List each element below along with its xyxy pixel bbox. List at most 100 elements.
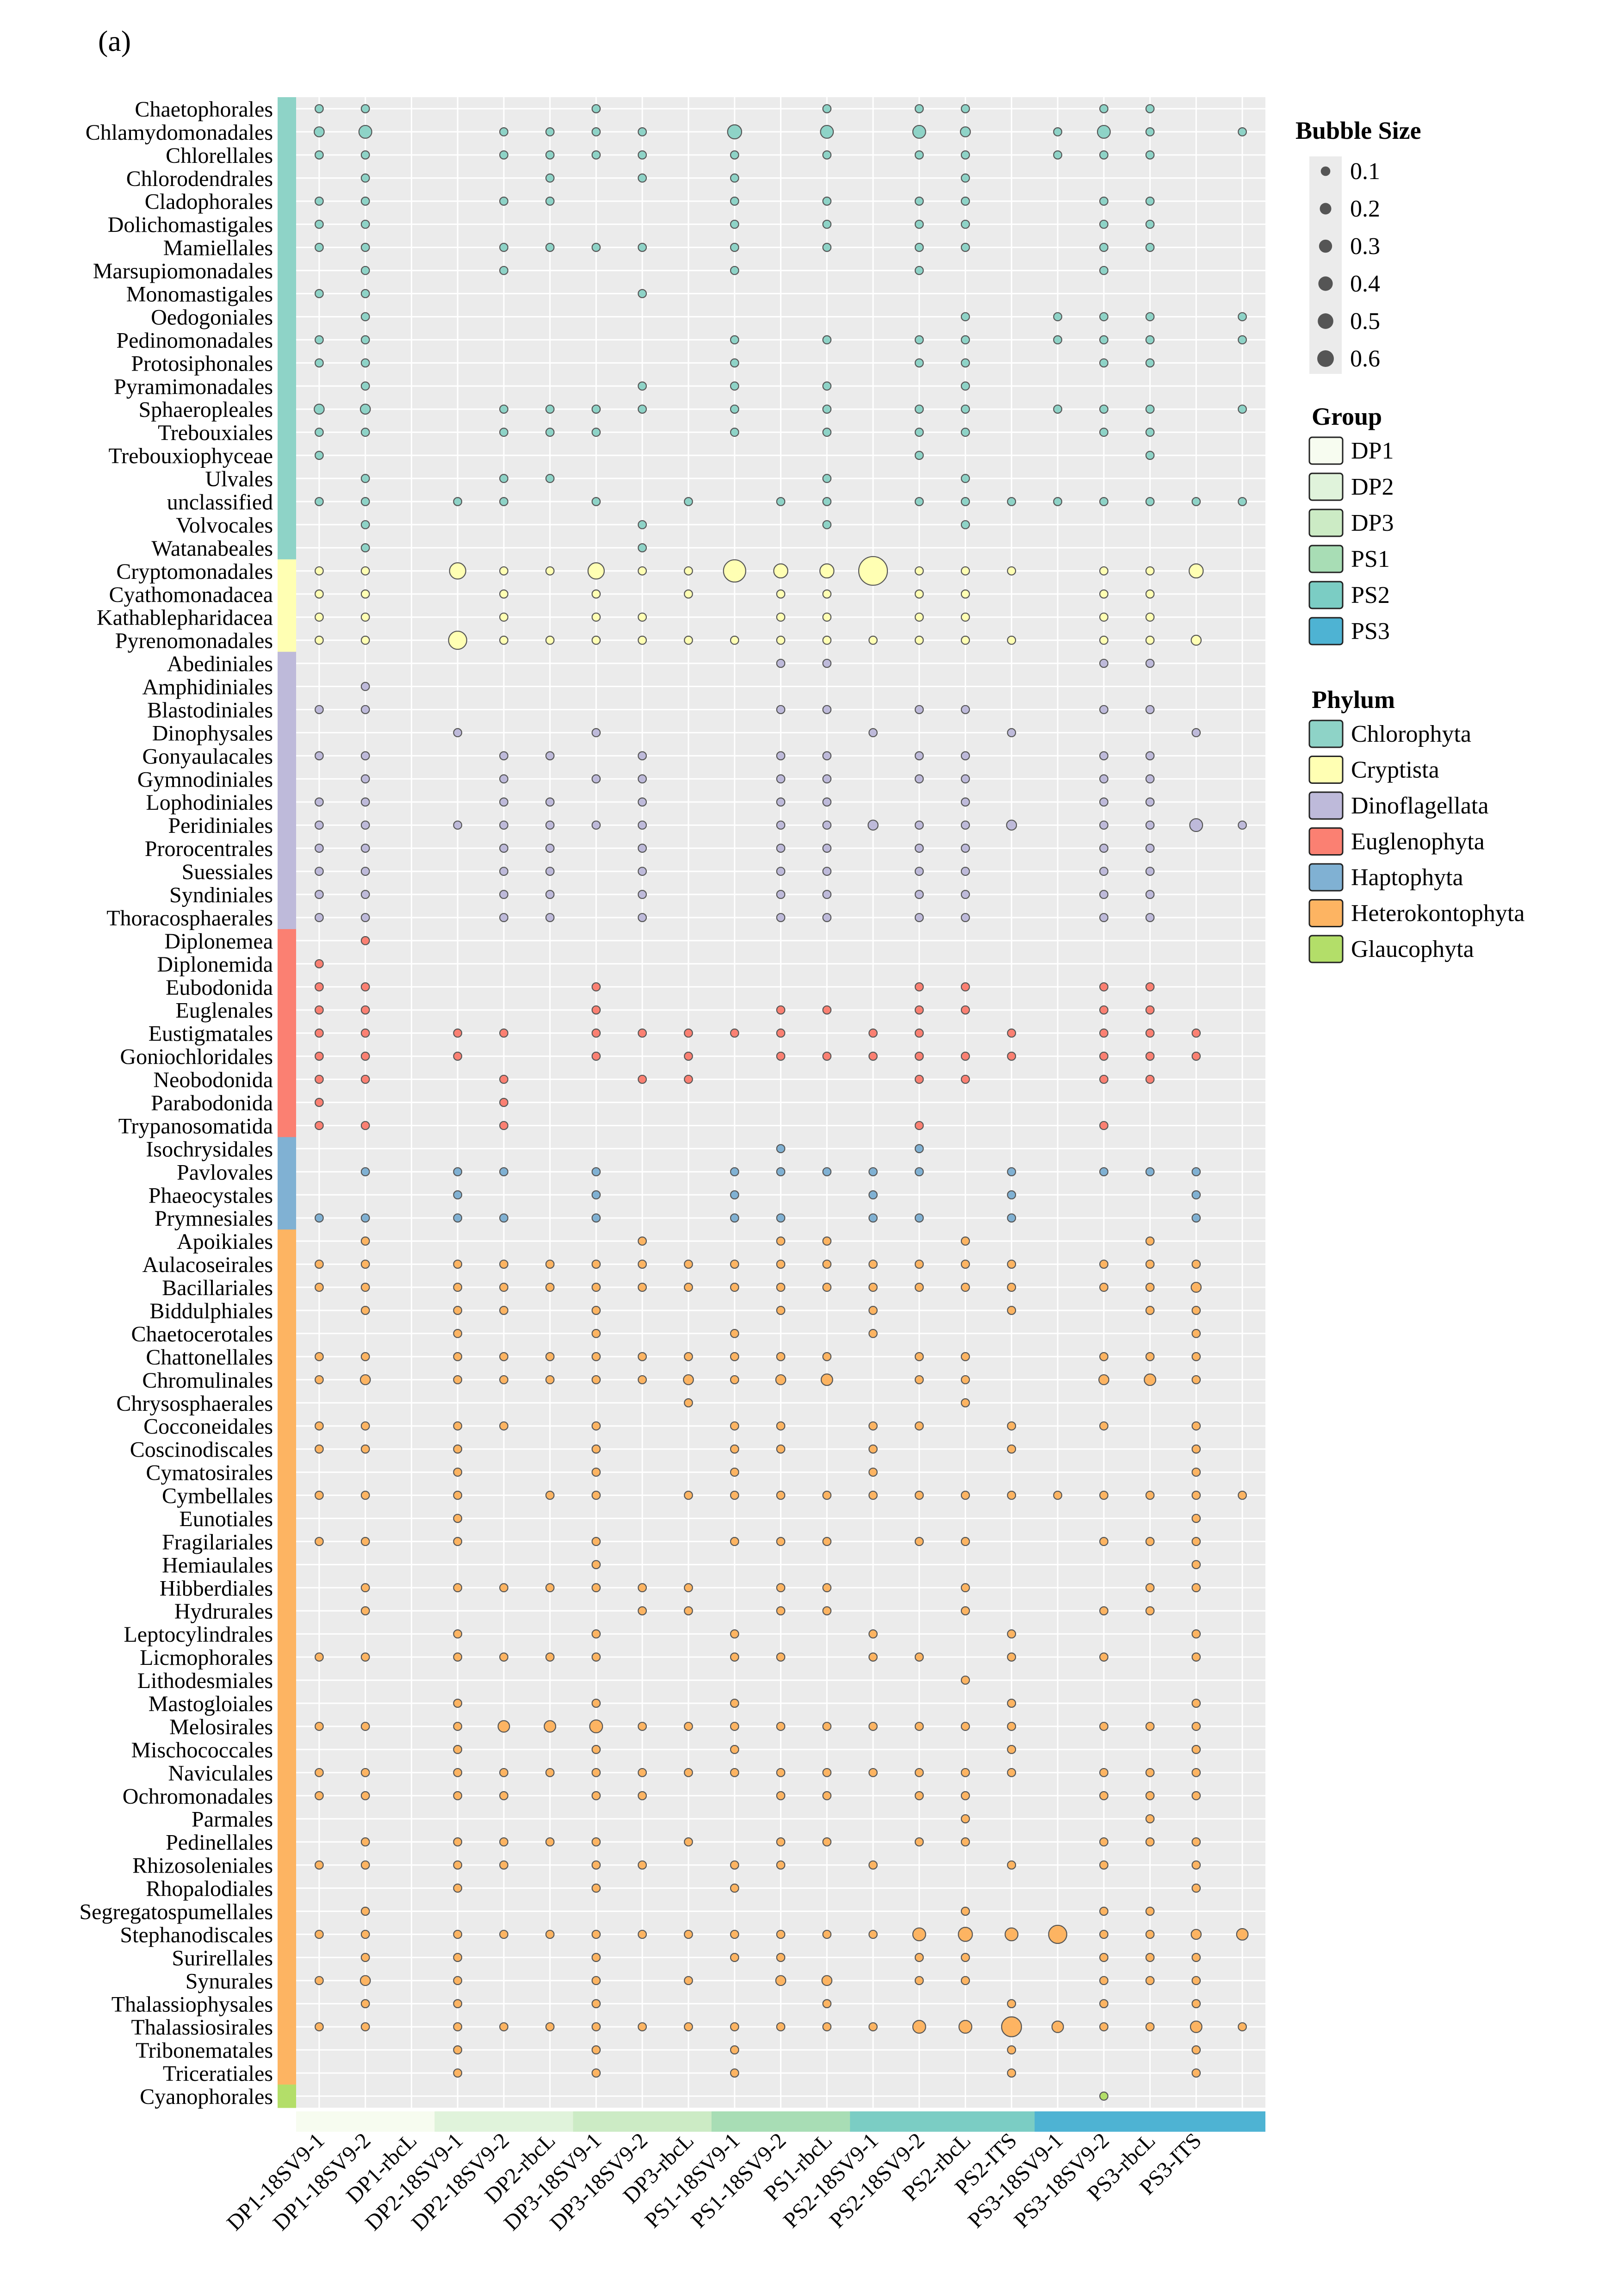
phylum-strip-cell	[278, 1576, 296, 1600]
bubble	[822, 797, 832, 807]
bubble	[730, 635, 739, 645]
bubble	[315, 1444, 324, 1454]
bubble	[499, 844, 508, 853]
phylum-strip-cell	[278, 467, 296, 490]
phylum-strip-cell	[278, 374, 296, 398]
bubble	[730, 1421, 739, 1431]
bubble	[1007, 2045, 1016, 2055]
y-tick-label: Pyrenomonadales	[115, 629, 273, 653]
bubble	[360, 150, 370, 160]
bubble	[360, 982, 370, 992]
bubble	[1145, 1260, 1155, 1269]
bubble	[1144, 1373, 1157, 1386]
bubble	[822, 1791, 832, 1800]
legend-phylum-swatch	[1308, 720, 1344, 748]
bubble	[730, 1467, 739, 1477]
phylum-strip-cell	[278, 282, 296, 306]
bubble	[961, 1051, 970, 1061]
bubble	[961, 1398, 970, 1408]
bubble	[1099, 1352, 1109, 1361]
phylum-strip-cell	[278, 1738, 296, 1762]
bubble	[545, 751, 555, 761]
bubble	[1191, 1467, 1201, 1477]
y-tick-label: Pavlovales	[177, 1160, 273, 1185]
bubble	[591, 1976, 601, 1986]
bubble	[360, 1028, 370, 1038]
bubble	[360, 1722, 370, 1731]
legend-bubble-label: 0.5	[1350, 308, 1380, 335]
bubble	[360, 543, 370, 552]
bubble	[730, 428, 739, 437]
bubble	[360, 867, 370, 876]
bubble	[1099, 867, 1109, 876]
bubble	[961, 1791, 970, 1800]
bubble	[914, 404, 924, 414]
bubble	[961, 982, 970, 992]
group-strip-cell	[711, 2111, 758, 2132]
bubble	[359, 403, 371, 415]
y-tick-label: Cocconeidales	[143, 1415, 273, 1439]
bubble	[360, 1236, 370, 1246]
bubble	[315, 1722, 324, 1731]
panel-label: (a)	[98, 25, 131, 57]
legend-phylum-swatch	[1308, 756, 1344, 784]
bubble	[1145, 890, 1155, 899]
bubble	[1099, 404, 1109, 414]
y-tick-label: Chaetocerotales	[131, 1322, 273, 1347]
bubble	[545, 428, 555, 437]
bubble	[684, 1837, 693, 1847]
bubble	[868, 1283, 878, 1292]
bubble	[776, 1283, 786, 1292]
bubble	[730, 173, 739, 183]
bubble	[499, 1121, 508, 1130]
bubble	[591, 1283, 601, 1292]
bubble	[958, 2020, 973, 2034]
bubble	[822, 404, 832, 414]
bubble	[822, 1722, 832, 1731]
bubble	[360, 844, 370, 853]
bubble	[360, 358, 370, 368]
bubble	[591, 1028, 601, 1038]
phylum-strip-cell	[278, 790, 296, 814]
bubble	[1007, 1213, 1016, 1223]
bubble	[544, 1720, 557, 1733]
bubble	[868, 1213, 878, 1223]
bubble	[914, 219, 924, 229]
bubble	[1145, 1930, 1155, 1939]
bubble	[1145, 127, 1155, 137]
bubble	[1099, 751, 1109, 761]
bubble	[360, 890, 370, 899]
bubble	[730, 266, 739, 275]
y-tick-label: Cryptomonadales	[116, 559, 273, 584]
bubble	[822, 820, 832, 830]
bubble	[591, 1260, 601, 1269]
bubble	[1145, 1306, 1155, 1315]
bubble	[961, 1005, 970, 1015]
bubble	[1007, 1283, 1016, 1292]
bubble	[684, 1260, 693, 1269]
bubble	[1099, 1167, 1109, 1177]
bubble	[730, 1444, 739, 1454]
y-tick-label: Chaetophorales	[135, 97, 273, 122]
legend-phylum-swatch	[1308, 899, 1344, 927]
bubble	[360, 751, 370, 761]
bubble	[360, 1606, 370, 1616]
bubble	[638, 2022, 647, 2032]
bubble	[591, 1444, 601, 1454]
bubble	[1145, 1606, 1155, 1616]
bubble	[868, 1306, 878, 1315]
bubble	[360, 266, 370, 275]
bubble	[638, 150, 647, 160]
bubble	[1051, 2020, 1064, 2033]
bubble	[868, 1028, 878, 1038]
group-strip-cell	[1173, 2111, 1220, 2132]
phylum-strip-cell	[278, 652, 296, 676]
y-tick-label: Cladophorales	[145, 190, 273, 214]
bubble	[822, 520, 832, 529]
bubble	[453, 1514, 463, 1523]
bubble	[820, 124, 834, 139]
bubble	[591, 1051, 601, 1061]
legend-phylum-label: Euglenophyta	[1351, 829, 1485, 855]
y-tick-label: Hemiaulales	[162, 1553, 273, 1577]
